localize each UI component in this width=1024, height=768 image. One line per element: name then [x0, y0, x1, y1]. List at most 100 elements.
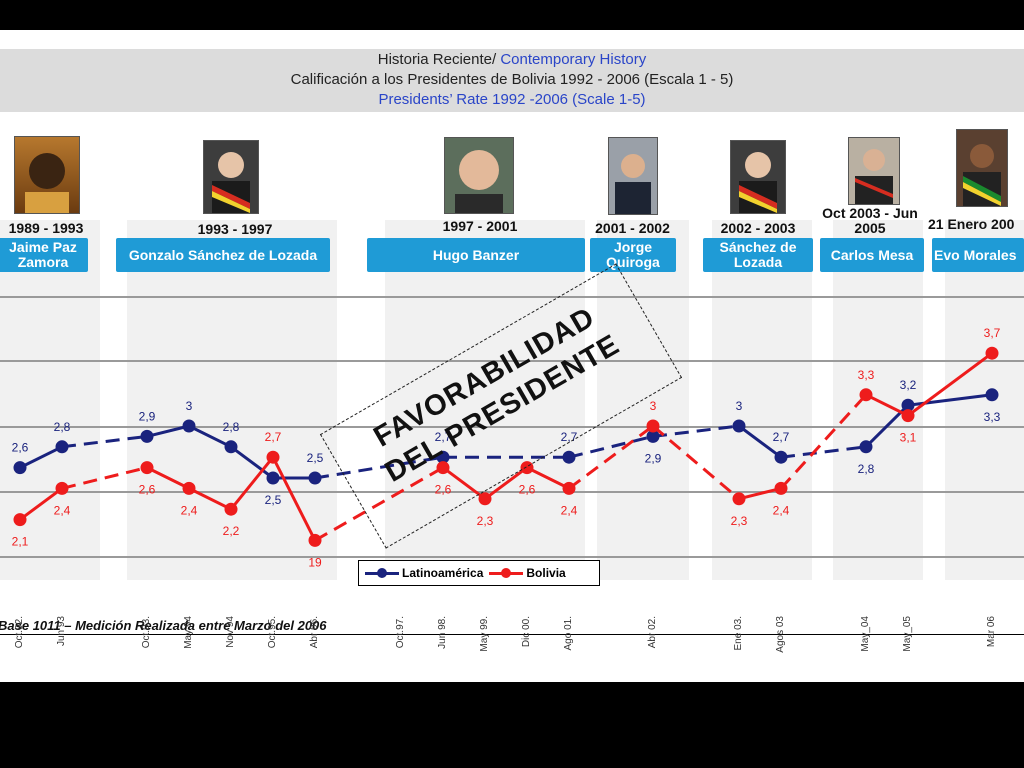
series-line-bolivia — [61, 466, 148, 490]
data-point-bolivia — [859, 388, 873, 402]
data-point-latinoamerica — [182, 419, 196, 433]
data-label-latinoamerica: 2,7 — [435, 430, 452, 444]
data-label-bolivia: 3,7 — [984, 326, 1001, 340]
legend-label-latinoamerica: Latinoamérica — [402, 566, 484, 580]
president-name-3: Hugo Banzer — [367, 238, 585, 272]
data-point-bolivia — [140, 461, 154, 475]
data-point-latinoamerica — [308, 471, 322, 485]
president-photo-5 — [730, 140, 786, 214]
x-tick-label: Ago 01. — [563, 616, 574, 651]
data-point-latinoamerica — [774, 450, 788, 464]
data-label-bolivia: 2,2 — [223, 524, 240, 538]
president-photo-4 — [608, 137, 658, 215]
data-point-latinoamerica — [562, 450, 576, 464]
data-label-latinoamerica: 3 — [736, 399, 743, 413]
chart-legend: Latinoamérica Bolivia — [358, 560, 600, 586]
x-tick-label: Oct.95. — [267, 616, 278, 649]
series-line-bolivia — [484, 466, 528, 501]
gridline-4 — [0, 491, 1024, 493]
series-line-bolivia — [314, 466, 444, 542]
data-label-latinoamerica: 2,7 — [561, 430, 578, 444]
data-label-bolivia: 2,4 — [561, 503, 578, 517]
data-point-latinoamerica — [985, 388, 999, 402]
series-line-latinoamerica — [188, 424, 232, 449]
series-line-latinoamerica — [146, 424, 190, 438]
legend-item-bolivia: Bolivia — [489, 566, 566, 580]
x-tick-label: Mar 06 — [986, 616, 997, 648]
data-label-latinoamerica: 3,2 — [900, 378, 917, 392]
series-line-bolivia — [779, 393, 868, 490]
president-name-1: Jaime Paz Zamora — [0, 238, 88, 272]
data-label-latinoamerica: 2,8 — [54, 420, 71, 434]
data-label-bolivia: 2,3 — [731, 514, 748, 528]
data-label-latinoamerica: 2,8 — [858, 462, 875, 476]
legend-swatch-latinoamerica — [365, 568, 399, 578]
x-tick-label: Agos 03 — [775, 616, 786, 653]
slide: Historia Reciente/ Contemporary History … — [0, 30, 1024, 682]
data-label-latinoamerica: 2,8 — [223, 420, 240, 434]
data-point-bolivia — [13, 513, 27, 527]
president-photo-2 — [203, 140, 259, 214]
data-label-bolivia: 2,4 — [54, 503, 71, 517]
series-line-bolivia — [271, 456, 317, 542]
data-point-latinoamerica — [901, 398, 915, 412]
data-label-bolivia: 2,7 — [265, 430, 282, 444]
term-period-4: 2001 - 2002 — [595, 220, 670, 236]
header: Historia Reciente/ Contemporary History … — [0, 49, 1024, 112]
x-tick-label: Dic 00. — [521, 616, 532, 648]
data-point-latinoamerica — [140, 429, 154, 443]
x-tick-label: Jun 98. — [437, 616, 448, 649]
series-line-latinoamerica — [19, 445, 63, 469]
data-point-bolivia — [646, 419, 660, 433]
term-band-4 — [597, 220, 689, 580]
data-label-bolivia: 19 — [308, 555, 322, 569]
footnote-rule — [0, 634, 1024, 635]
data-label-bolivia: 2,6 — [139, 483, 156, 497]
footnote: Base 1011 – Medición Realizada entre Mar… — [0, 618, 327, 633]
series-line-bolivia — [907, 351, 993, 417]
data-point-bolivia — [478, 492, 492, 506]
data-point-latinoamerica — [646, 429, 660, 443]
data-label-latinoamerica: 2,6 — [12, 441, 29, 455]
x-tick-label: Oct.97. — [395, 616, 406, 649]
series-line-bolivia — [865, 393, 909, 417]
data-label-bolivia: 2,3 — [477, 514, 494, 528]
series-line-bolivia — [188, 487, 232, 511]
data-point-latinoamerica — [436, 450, 450, 464]
x-tick-label: May_04 — [860, 616, 871, 652]
data-point-latinoamerica — [266, 471, 280, 485]
series-line-latinoamerica — [652, 424, 740, 438]
data-label-bolivia: 2,1 — [12, 535, 29, 549]
president-name-7: Evo Morales — [932, 238, 1024, 272]
series-line-bolivia — [652, 424, 740, 500]
data-point-bolivia — [436, 461, 450, 475]
data-label-latinoamerica: 2,9 — [139, 409, 156, 423]
data-point-bolivia — [55, 481, 69, 495]
header-title-es: Historia Reciente/ — [377, 51, 501, 68]
legend-swatch-bolivia — [489, 568, 524, 578]
series-line-bolivia — [526, 466, 570, 490]
term-period-2: 1993 - 1997 — [197, 221, 273, 237]
data-point-latinoamerica — [859, 440, 873, 454]
series-line-latinoamerica — [568, 434, 654, 459]
header-subtitle-es: Calificación a los Presidentes de Bolivi… — [290, 71, 734, 88]
data-label-latinoamerica: 2,7 — [773, 430, 790, 444]
x-tick-label: Nov 94 — [225, 616, 236, 648]
term-period-5: 2002 - 2003 — [720, 220, 796, 236]
president-name-2: Gonzalo Sánchez de Lozada — [116, 238, 330, 272]
data-label-bolivia: 3,3 — [858, 368, 875, 382]
data-label-latinoamerica: 2,5 — [307, 451, 324, 465]
term-period-6: Oct 2003 - Jun 2005 — [822, 205, 918, 236]
president-photo-3 — [444, 137, 514, 214]
term-period-7: 21 Enero 200 — [928, 216, 1015, 232]
x-tick-label: Ene 03. — [733, 616, 744, 651]
data-point-bolivia — [985, 346, 999, 360]
series-line-latinoamerica — [738, 424, 782, 459]
legend-item-latinoamerica: Latinoamérica — [365, 566, 483, 580]
x-tick-label: Abr 02. — [647, 616, 658, 649]
president-photo-7 — [956, 129, 1008, 207]
data-point-bolivia — [520, 461, 534, 475]
series-line-bolivia — [229, 456, 275, 511]
series-line-latinoamerica — [780, 445, 867, 459]
data-point-latinoamerica — [224, 440, 238, 454]
